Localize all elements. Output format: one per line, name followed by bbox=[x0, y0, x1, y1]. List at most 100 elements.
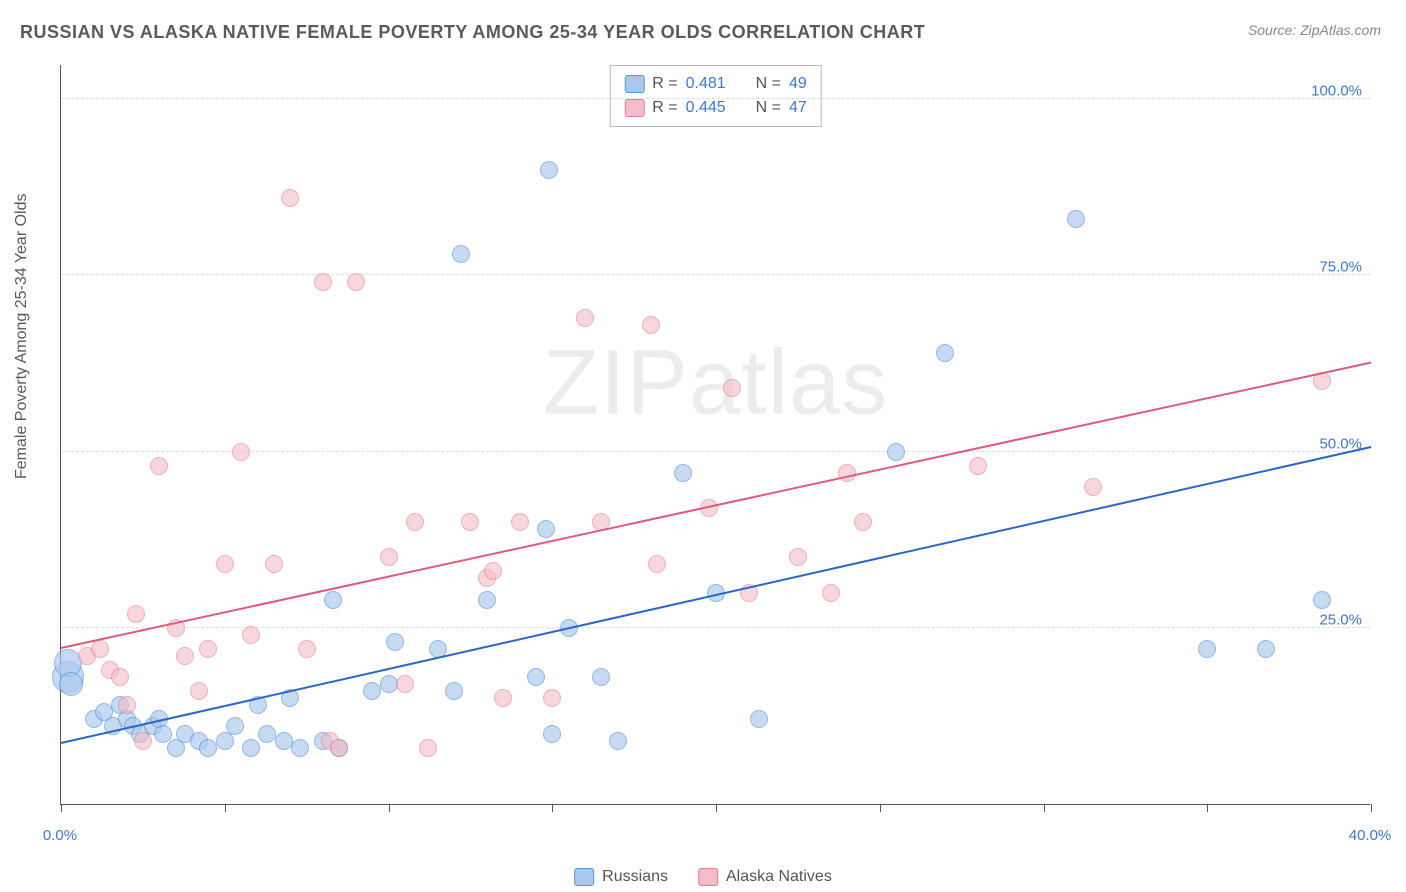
source-attribution: Source: ZipAtlas.com bbox=[1248, 22, 1381, 38]
scatter-point-russians bbox=[363, 682, 381, 700]
gridline bbox=[61, 274, 1370, 275]
r-label: R = bbox=[652, 96, 677, 120]
trendline-russians bbox=[61, 446, 1371, 744]
x-tick-label: 0.0% bbox=[43, 827, 77, 844]
scatter-point-russians bbox=[258, 725, 276, 743]
scatter-point-alaska_natives bbox=[91, 640, 109, 658]
scatter-point-alaska_natives bbox=[232, 443, 250, 461]
scatter-point-alaska_natives bbox=[511, 513, 529, 531]
scatter-point-russians bbox=[1313, 591, 1331, 609]
scatter-point-russians bbox=[275, 732, 293, 750]
scatter-point-russians bbox=[445, 682, 463, 700]
scatter-point-alaska_natives bbox=[176, 647, 194, 665]
scatter-point-russians bbox=[478, 591, 496, 609]
r-value-alaska: 0.445 bbox=[686, 96, 738, 120]
scatter-point-russians bbox=[527, 668, 545, 686]
scatter-point-alaska_natives bbox=[380, 548, 398, 566]
scatter-point-alaska_natives bbox=[216, 555, 234, 573]
y-tick-label: 25.0% bbox=[1319, 611, 1362, 628]
scatter-point-alaska_natives bbox=[484, 562, 502, 580]
legend-label-russians: Russians bbox=[602, 868, 668, 886]
swatch-alaska bbox=[698, 868, 718, 886]
scatter-point-alaska_natives bbox=[396, 675, 414, 693]
plot-area: ZIPatlas R = 0.481 N = 49 R = 0.445 N = … bbox=[60, 65, 1370, 805]
scatter-point-russians bbox=[59, 672, 83, 696]
stats-row-alaska: R = 0.445 N = 47 bbox=[624, 96, 806, 120]
legend-item-russians: Russians bbox=[574, 868, 668, 886]
scatter-point-russians bbox=[324, 591, 342, 609]
scatter-point-alaska_natives bbox=[969, 457, 987, 475]
x-tick bbox=[552, 804, 553, 812]
scatter-point-alaska_natives bbox=[576, 309, 594, 327]
y-axis-label: Female Poverty Among 25-34 Year Olds bbox=[13, 194, 31, 480]
r-label: R = bbox=[652, 72, 677, 96]
scatter-point-alaska_natives bbox=[150, 457, 168, 475]
legend-item-alaska: Alaska Natives bbox=[698, 868, 832, 886]
chart-title: RUSSIAN VS ALASKA NATIVE FEMALE POVERTY … bbox=[20, 22, 925, 43]
x-tick bbox=[880, 804, 881, 812]
scatter-point-alaska_natives bbox=[190, 682, 208, 700]
scatter-point-alaska_natives bbox=[461, 513, 479, 531]
scatter-point-alaska_natives bbox=[822, 584, 840, 602]
correlation-stats-box: R = 0.481 N = 49 R = 0.445 N = 47 bbox=[609, 65, 821, 127]
scatter-point-russians bbox=[1198, 640, 1216, 658]
y-tick-label: 75.0% bbox=[1319, 259, 1362, 276]
scatter-point-russians bbox=[936, 344, 954, 362]
legend-label-alaska: Alaska Natives bbox=[726, 868, 832, 886]
scatter-point-alaska_natives bbox=[242, 626, 260, 644]
scatter-point-russians bbox=[592, 668, 610, 686]
scatter-point-russians bbox=[386, 633, 404, 651]
scatter-point-alaska_natives bbox=[543, 689, 561, 707]
gridline bbox=[61, 451, 1370, 452]
scatter-point-alaska_natives bbox=[314, 273, 332, 291]
scatter-point-alaska_natives bbox=[265, 555, 283, 573]
n-value-alaska: 47 bbox=[789, 96, 807, 120]
scatter-point-russians bbox=[540, 161, 558, 179]
scatter-point-russians bbox=[380, 675, 398, 693]
x-tick-label: 40.0% bbox=[1349, 827, 1392, 844]
scatter-point-alaska_natives bbox=[330, 739, 348, 757]
scatter-point-alaska_natives bbox=[642, 316, 660, 334]
legend: Russians Alaska Natives bbox=[574, 868, 832, 886]
r-value-russians: 0.481 bbox=[686, 72, 738, 96]
scatter-point-russians bbox=[609, 732, 627, 750]
scatter-point-alaska_natives bbox=[789, 548, 807, 566]
scatter-point-russians bbox=[452, 245, 470, 263]
scatter-point-alaska_natives bbox=[134, 732, 152, 750]
x-tick bbox=[61, 804, 62, 812]
scatter-point-alaska_natives bbox=[854, 513, 872, 531]
scatter-point-alaska_natives bbox=[419, 739, 437, 757]
scatter-point-alaska_natives bbox=[1084, 478, 1102, 496]
x-tick bbox=[225, 804, 226, 812]
x-tick bbox=[1044, 804, 1045, 812]
n-label: N = bbox=[756, 96, 781, 120]
x-tick bbox=[1207, 804, 1208, 812]
scatter-point-russians bbox=[291, 739, 309, 757]
scatter-point-russians bbox=[1067, 210, 1085, 228]
scatter-point-alaska_natives bbox=[118, 696, 136, 714]
y-tick-label: 100.0% bbox=[1311, 83, 1362, 100]
swatch-russians bbox=[624, 75, 644, 93]
scatter-point-alaska_natives bbox=[199, 640, 217, 658]
watermark-text: ZIPatlas bbox=[543, 330, 888, 435]
scatter-point-alaska_natives bbox=[298, 640, 316, 658]
stats-row-russians: R = 0.481 N = 49 bbox=[624, 72, 806, 96]
scatter-point-alaska_natives bbox=[406, 513, 424, 531]
x-tick bbox=[389, 804, 390, 812]
scatter-point-alaska_natives bbox=[127, 605, 145, 623]
scatter-point-russians bbox=[1257, 640, 1275, 658]
scatter-point-alaska_natives bbox=[648, 555, 666, 573]
swatch-russians bbox=[574, 868, 594, 886]
scatter-point-russians bbox=[199, 739, 217, 757]
x-tick bbox=[716, 804, 717, 812]
scatter-point-russians bbox=[750, 710, 768, 728]
scatter-point-russians bbox=[674, 464, 692, 482]
x-tick bbox=[1371, 804, 1372, 812]
scatter-point-russians bbox=[242, 739, 260, 757]
scatter-point-russians bbox=[226, 717, 244, 735]
scatter-point-alaska_natives bbox=[281, 189, 299, 207]
scatter-point-russians bbox=[887, 443, 905, 461]
gridline bbox=[61, 98, 1370, 99]
scatter-point-russians bbox=[537, 520, 555, 538]
n-value-russians: 49 bbox=[789, 72, 807, 96]
